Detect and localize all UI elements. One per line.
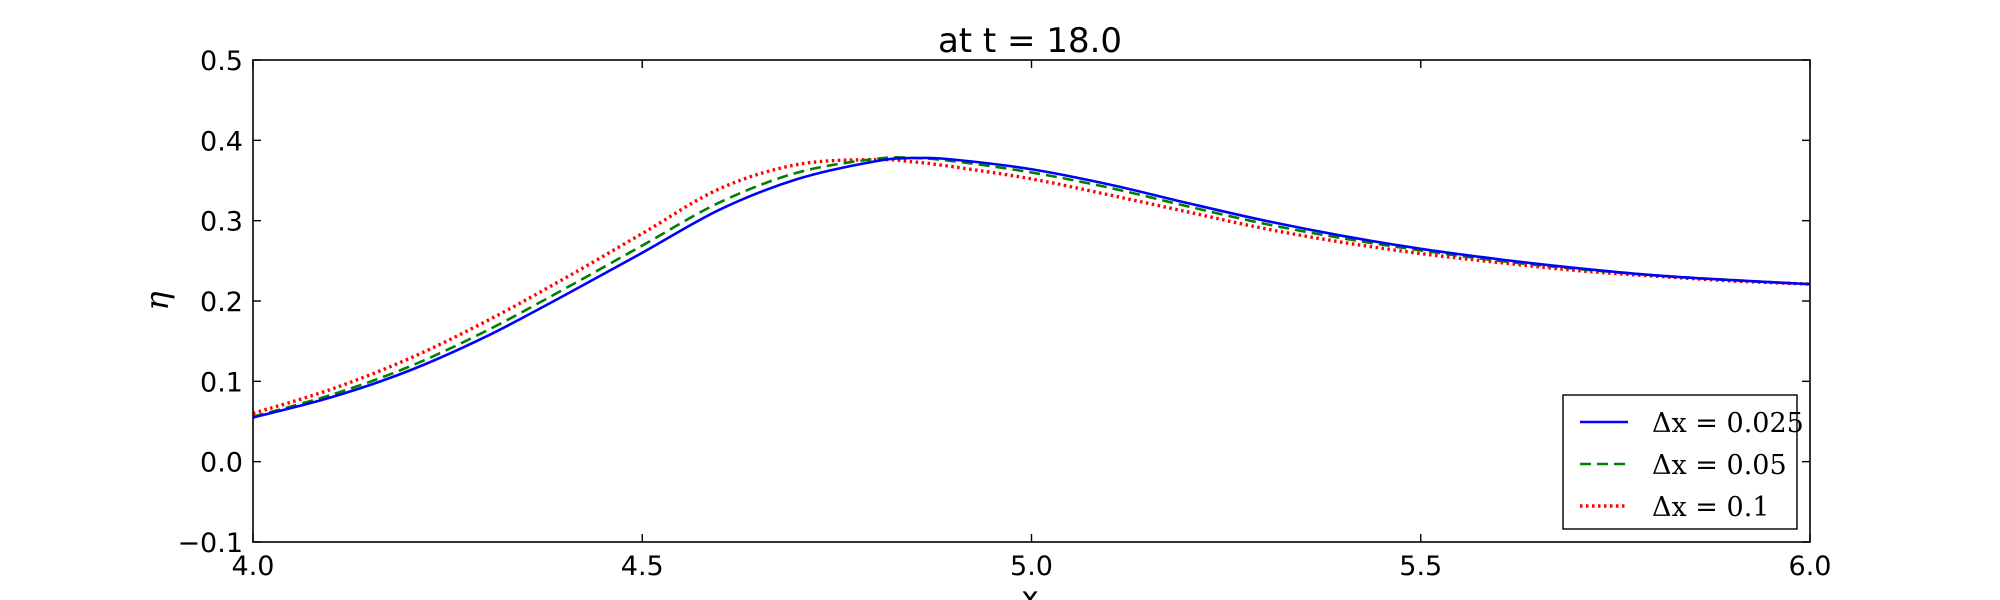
series-line-1 — [252, 156, 1811, 419]
y-tick-label: 0.5 — [200, 46, 243, 77]
y-tick-label: 0.4 — [200, 126, 243, 157]
x-tick-label: 6.0 — [1789, 551, 1832, 582]
x-tick-label: 5.0 — [1010, 551, 1053, 582]
y-tick-label: 0.1 — [200, 367, 243, 398]
legend-label: Δx = 0.025 — [1652, 408, 1804, 439]
y-tick-label: 0.0 — [200, 448, 243, 479]
y-tick-label: 0.2 — [200, 287, 243, 318]
x-tick-label: 4.5 — [621, 551, 664, 582]
x-tick-label: 4.0 — [232, 551, 275, 582]
chart-title: at t = 18.0 — [938, 21, 1122, 61]
x-axis-label: x — [1021, 581, 1039, 600]
y-tick-label: 0.3 — [200, 207, 243, 238]
x-tick-label: 5.5 — [1399, 551, 1442, 582]
series-line-2 — [252, 156, 1811, 418]
series-line-3 — [252, 157, 1811, 416]
legend-label: Δx = 0.05 — [1652, 450, 1787, 481]
y-tick-label: −0.1 — [177, 528, 243, 559]
legend-label: Δx = 0.1 — [1652, 492, 1769, 523]
legend-box — [1562, 394, 1798, 530]
legend: Δx = 0.025 Δx = 0.05 Δx = 0.1 — [1562, 394, 1804, 530]
series-layer — [252, 156, 1811, 419]
plot-area: 4.0 4.5 5.0 5.5 6.0 −0.1 0.0 0.1 0.2 0.3 0.4 0.5 — [177, 46, 1831, 582]
legend-items: Δx = 0.025 Δx = 0.05 Δx = 0.1 — [1580, 408, 1804, 523]
ticks-layer: 4.0 4.5 5.0 5.5 6.0 −0.1 0.0 0.1 0.2 0.3 0.4 0.5 — [177, 46, 1831, 582]
y-axis-label: η — [138, 291, 176, 310]
